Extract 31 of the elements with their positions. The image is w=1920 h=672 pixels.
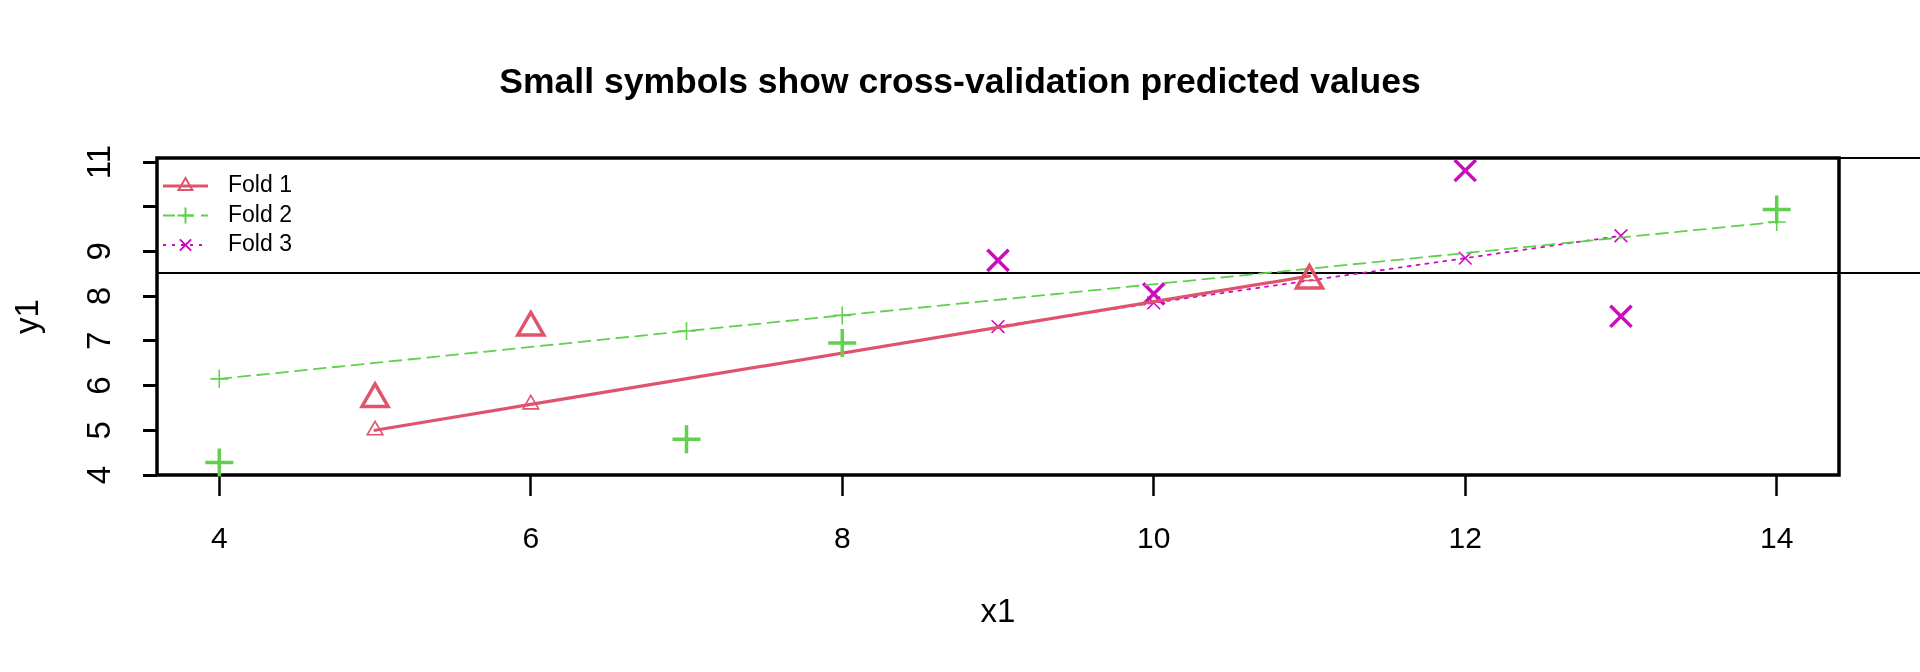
y-tick-label: 9 bbox=[80, 242, 118, 261]
point bbox=[828, 329, 857, 358]
y-tick-label: 5 bbox=[80, 421, 118, 440]
point bbox=[832, 305, 853, 326]
x-tick-label: 8 bbox=[833, 521, 851, 555]
x-tick-label: 6 bbox=[522, 521, 540, 555]
point bbox=[990, 319, 1006, 334]
legend-label: Fold 3 bbox=[228, 230, 292, 257]
point bbox=[1452, 158, 1478, 183]
y-tick-label: 7 bbox=[80, 331, 118, 351]
point bbox=[1613, 228, 1629, 243]
point bbox=[1458, 250, 1473, 266]
chart-title: Small symbols show cross-validation predicted values bbox=[499, 60, 1421, 101]
y-tick-label: 8 bbox=[80, 286, 118, 306]
y-tick-label: 4 bbox=[80, 465, 118, 485]
legend-label: Fold 2 bbox=[228, 200, 292, 227]
y-axis-title: y1 bbox=[7, 299, 45, 334]
point bbox=[672, 425, 701, 454]
point bbox=[1608, 303, 1634, 329]
legend-label: Fold 1 bbox=[228, 171, 292, 198]
x-tick-label: 10 bbox=[1137, 521, 1171, 555]
y-tick-label: 6 bbox=[80, 376, 118, 395]
point bbox=[209, 369, 230, 389]
x-tick-label: 4 bbox=[210, 521, 228, 555]
x-axis-title: x1 bbox=[980, 592, 1016, 630]
x-tick-label: 12 bbox=[1448, 521, 1482, 555]
point bbox=[1146, 295, 1161, 311]
point bbox=[985, 248, 1011, 273]
x-tick-label: 14 bbox=[1760, 521, 1794, 555]
point bbox=[676, 321, 697, 341]
y-tick-label: 11 bbox=[80, 144, 118, 180]
